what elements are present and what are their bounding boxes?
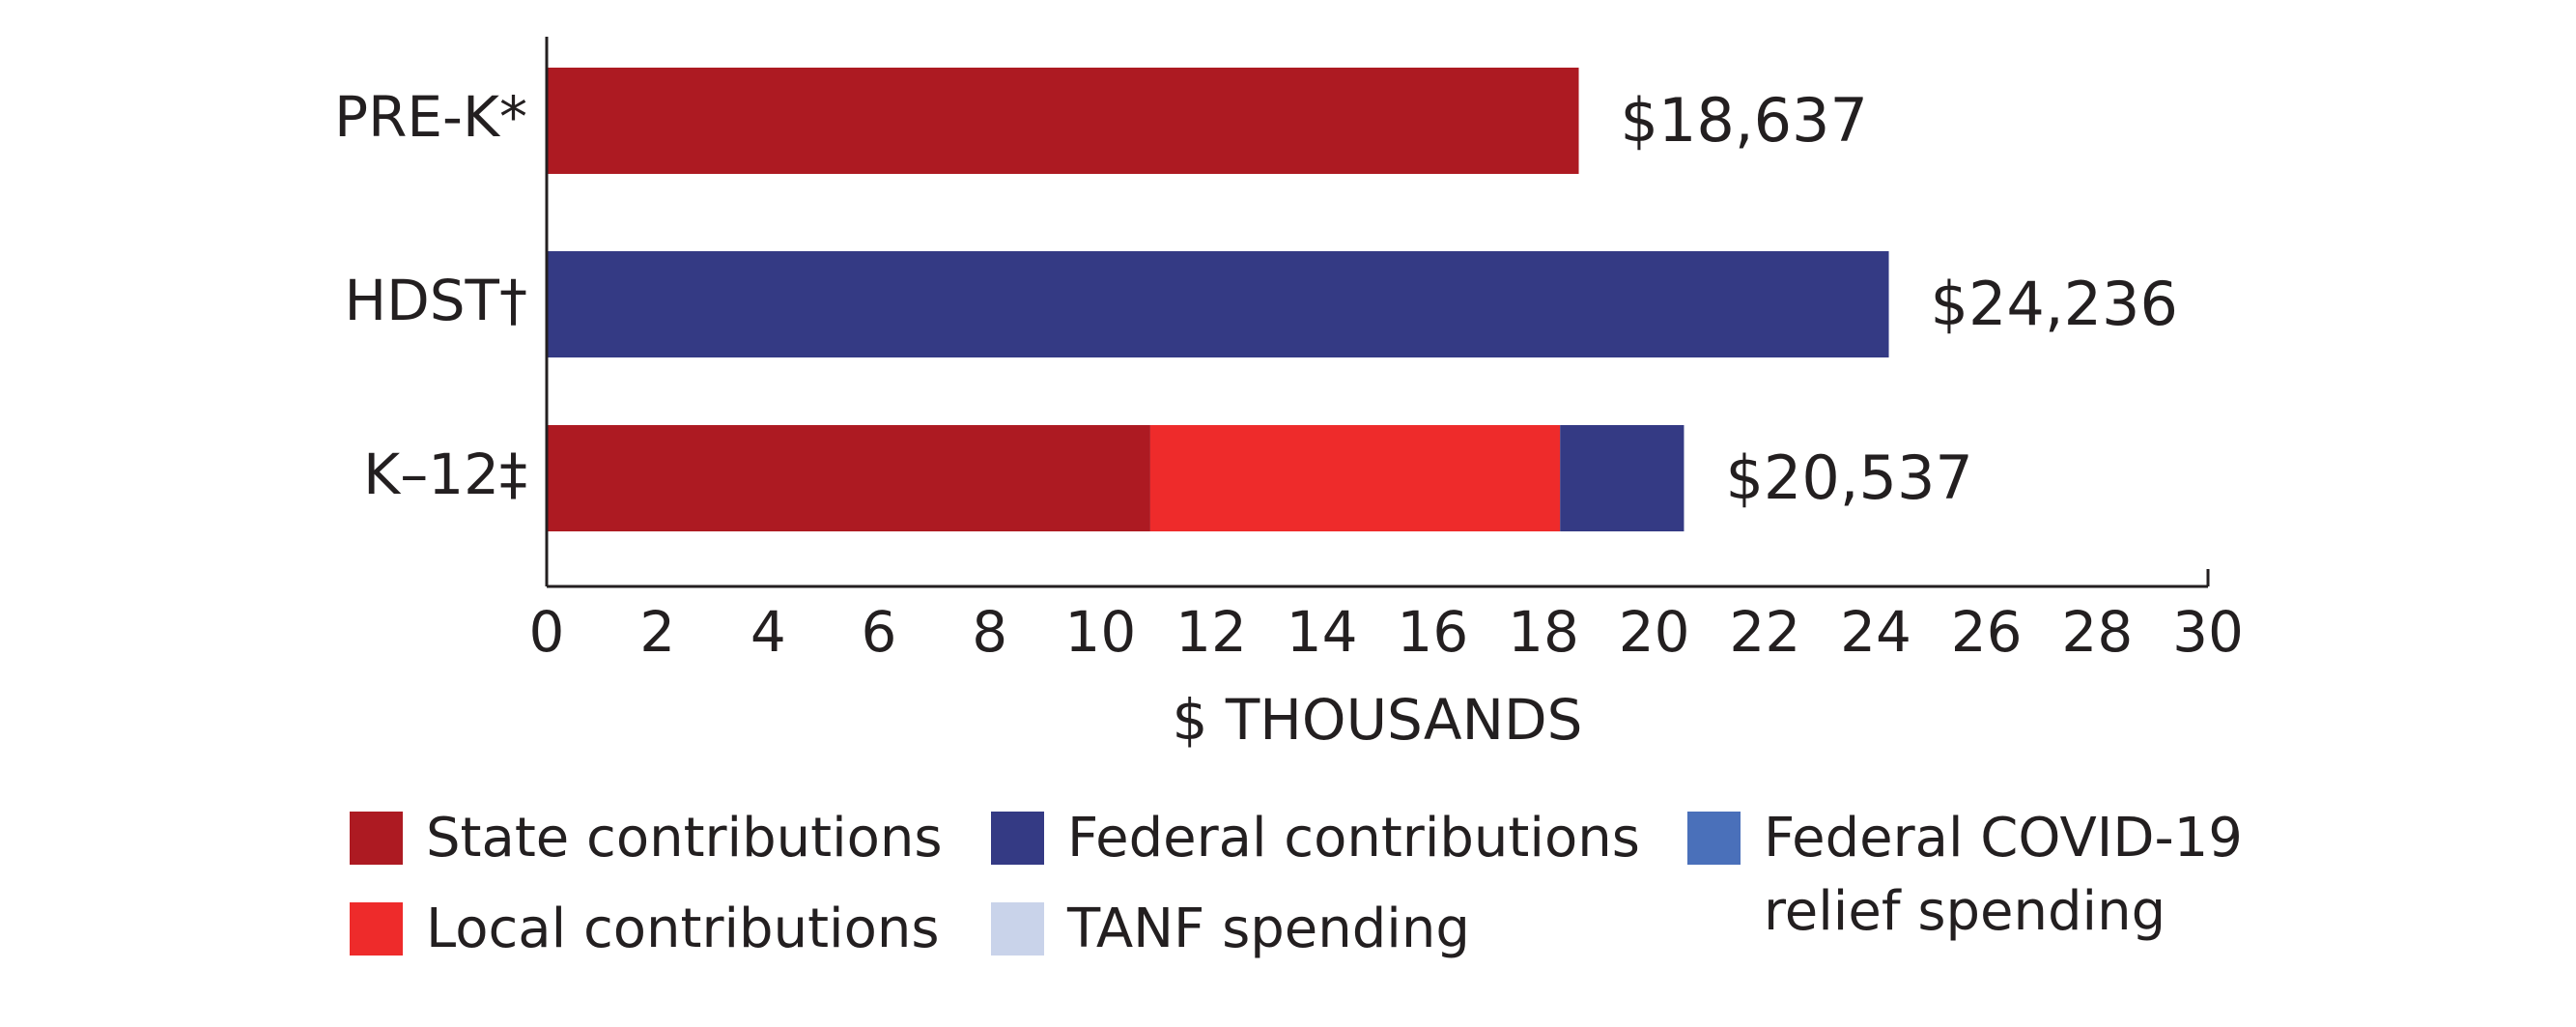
legend-label: Federal contributions [1067,807,1640,870]
x-tick-label: 26 [1951,599,2023,665]
legend-swatch [991,902,1044,956]
legend-item: Federal contributions [991,802,1667,875]
legend-label: Federal COVID-19 relief spending [1764,807,2243,943]
y-tick-label: HDST† [344,268,527,333]
bar-segment [1149,425,1561,531]
legend-label: Local contributions [426,898,940,960]
legend-swatch [350,812,403,865]
x-tick-label: 12 [1175,599,1247,665]
total-label: $24,236 [1931,269,2178,339]
x-tick-label: 22 [1729,599,1800,665]
x-tick-label: 8 [972,599,1007,665]
legend-item: State contributions [350,802,1026,875]
x-tick-label: 30 [2172,599,2244,665]
bar-segment [1560,425,1684,531]
bar-segment [547,251,1889,357]
chart: $ THOUSANDS 0 2 4 6 8 10 12 14 16 18 20 22 24 26 28 30P… [334,37,2244,753]
x-tick-label: 6 [862,599,897,665]
legend-swatch [991,812,1044,865]
legend-swatch [350,902,403,956]
x-tick-label: 20 [1619,599,1690,665]
x-tick-label: 24 [1840,599,1911,665]
legend-label: State contributions [426,807,943,870]
x-tick-label: 0 [529,599,565,665]
x-tick-label: 4 [750,599,786,665]
x-tick-label: 28 [2061,599,2133,665]
legend-swatch [1687,812,1741,865]
bar-segment [547,425,1150,531]
x-tick-label: 16 [1397,599,1468,665]
legend-item: Local contributions [350,893,1026,966]
total-label: $20,537 [1725,442,1972,513]
total-label: $18,637 [1621,85,1868,156]
x-tick-label: 18 [1508,599,1579,665]
bar-segment [547,68,1579,174]
x-tick-label: 14 [1287,599,1358,665]
y-tick-label: K–12‡ [363,442,527,507]
y-tick-label: PRE-K* [334,84,527,150]
legend-item: TANF spending [991,893,1667,966]
x-tick-label: 10 [1064,599,1136,665]
x-axis-label: $ THOUSANDS [1173,687,1583,753]
legend-label: TANF spending [1067,898,1470,960]
legend-item: Federal COVID-19 relief spending [1687,802,2286,949]
x-tick-label: 2 [639,599,675,665]
